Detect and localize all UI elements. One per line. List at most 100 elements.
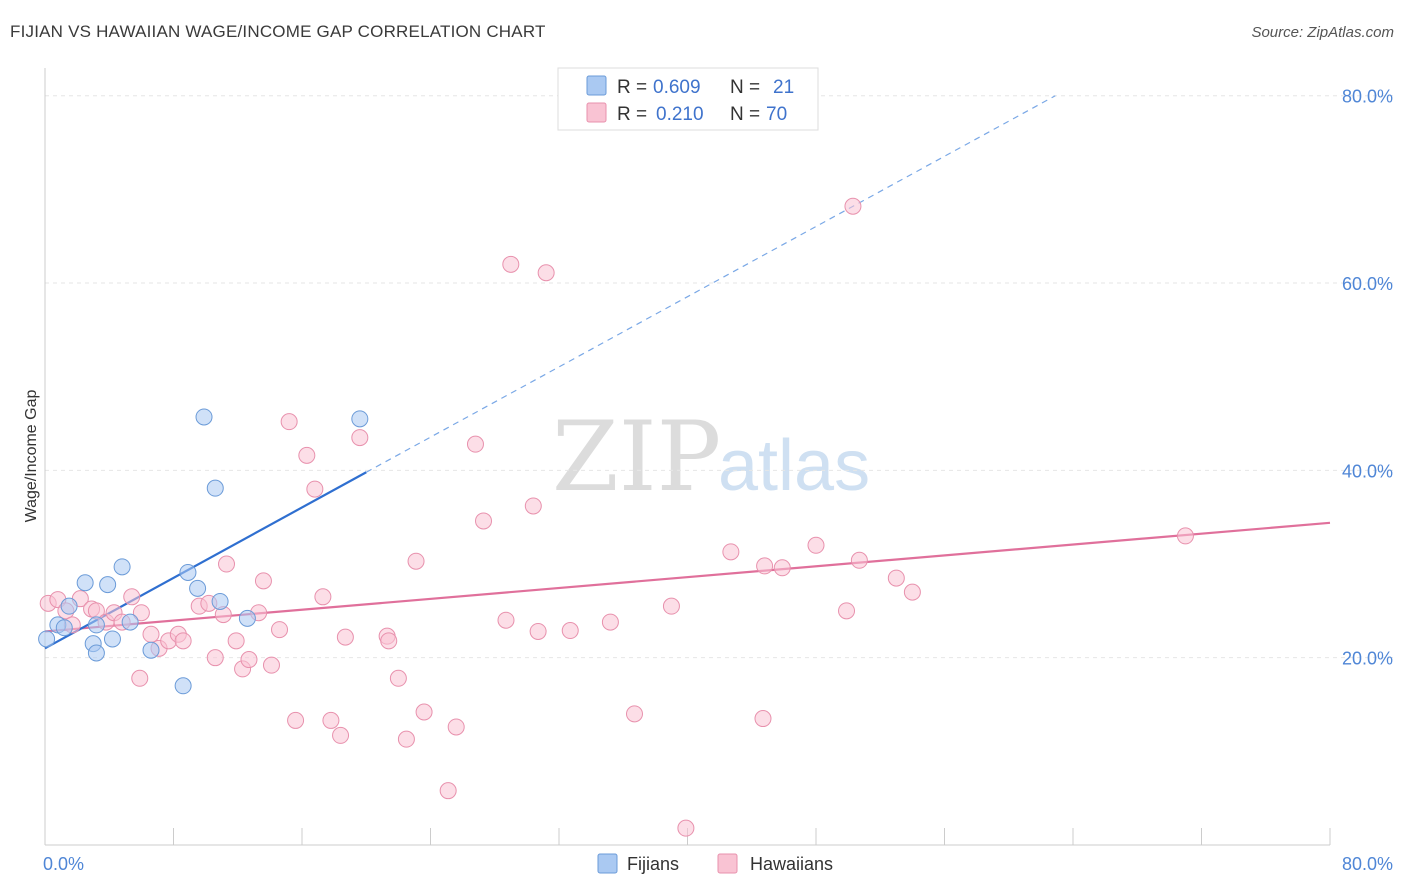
y-tick-label: 20.0% — [1342, 649, 1393, 669]
data-point-hawaiians — [887, 569, 905, 587]
legend-r-value: 0.210 — [656, 104, 704, 125]
y-axis-label: Wage/Income Gap — [23, 390, 40, 523]
data-point-fijians — [211, 592, 229, 610]
data-point-fijians — [206, 479, 224, 497]
legend-r-value: 0.609 — [653, 77, 701, 98]
data-point-hawaiians — [844, 197, 862, 215]
data-point-fijians — [189, 579, 207, 597]
watermark-atlas: atlas — [718, 426, 870, 506]
data-point-hawaiians — [254, 572, 272, 590]
data-point-hawaiians — [722, 543, 740, 561]
data-point-hawaiians — [561, 622, 579, 640]
legend-top: R = 0.609 N = 21 R = 0.210 N = 70 — [557, 67, 819, 131]
data-point-hawaiians — [271, 621, 289, 639]
data-point-fijians — [195, 408, 213, 426]
y-tick-label: 40.0% — [1342, 461, 1393, 481]
data-point-fijians — [76, 574, 94, 592]
legend-bottom-swatch-hawaiians — [717, 853, 738, 874]
data-point-fijians — [351, 410, 369, 428]
data-point-hawaiians — [132, 604, 150, 622]
data-point-hawaiians — [1176, 527, 1194, 545]
source-credit: Source: ZipAtlas.com — [1251, 24, 1394, 41]
data-point-hawaiians — [407, 552, 425, 570]
legend-swatch-hawaiians — [586, 102, 607, 123]
watermark-zip: ZIP — [552, 401, 721, 513]
data-point-hawaiians — [662, 597, 680, 615]
data-point-fijians — [99, 576, 117, 594]
data-point-hawaiians — [389, 669, 407, 687]
data-point-hawaiians — [142, 625, 160, 643]
axes: 20.0% 40.0% 60.0% 80.0% 0.0% 80.0% — [43, 68, 1393, 874]
data-point-fijians — [103, 630, 121, 648]
data-point-hawaiians — [298, 446, 316, 464]
watermark: ZIP atlas — [552, 401, 870, 513]
data-point-hawaiians — [415, 703, 433, 721]
data-points — [38, 197, 1194, 837]
data-point-hawaiians — [524, 497, 542, 515]
legend-bottom-label-fijians: Fijians — [627, 854, 679, 874]
data-point-hawaiians — [529, 622, 547, 640]
data-point-fijians — [38, 630, 56, 648]
data-point-hawaiians — [336, 628, 354, 646]
legend-bottom: Fijians Hawaiians — [597, 853, 833, 874]
data-point-hawaiians — [332, 726, 350, 744]
data-point-hawaiians — [497, 611, 515, 629]
data-point-fijians — [55, 619, 73, 637]
data-point-hawaiians — [280, 413, 298, 431]
legend-n-label: N = — [730, 104, 760, 125]
legend-swatch-fijians — [586, 75, 607, 96]
data-point-hawaiians — [475, 512, 493, 530]
data-point-fijians — [60, 597, 78, 615]
data-point-hawaiians — [807, 536, 825, 554]
legend-r-label: R = — [617, 77, 647, 98]
data-point-hawaiians — [466, 435, 484, 453]
data-point-hawaiians — [439, 782, 457, 800]
data-point-hawaiians — [314, 588, 332, 606]
data-point-hawaiians — [677, 819, 695, 837]
data-point-hawaiians — [625, 705, 643, 723]
data-point-hawaiians — [502, 255, 520, 273]
data-point-hawaiians — [262, 656, 280, 674]
data-point-hawaiians — [773, 559, 791, 577]
data-point-fijians — [113, 558, 131, 576]
data-point-hawaiians — [838, 602, 856, 620]
legend-n-value: 21 — [773, 77, 794, 98]
data-point-hawaiians — [850, 551, 868, 569]
data-point-hawaiians — [287, 711, 305, 729]
trend-line-fijians-extension — [365, 95, 1056, 473]
data-point-hawaiians — [397, 730, 415, 748]
legend-bottom-swatch-fijians — [597, 853, 618, 874]
data-point-hawaiians — [123, 588, 141, 606]
data-point-hawaiians — [306, 480, 324, 498]
data-point-fijians — [87, 644, 105, 662]
trend-lines — [44, 95, 1331, 650]
data-point-hawaiians — [240, 651, 258, 669]
data-point-fijians — [179, 563, 197, 581]
data-point-hawaiians — [174, 632, 192, 650]
data-point-hawaiians — [754, 710, 772, 728]
data-point-hawaiians — [601, 613, 619, 631]
legend-bottom-label-hawaiians: Hawaiians — [750, 854, 833, 874]
data-point-hawaiians — [322, 711, 340, 729]
data-point-fijians — [87, 616, 105, 634]
data-point-hawaiians — [131, 669, 149, 687]
data-point-hawaiians — [537, 264, 555, 282]
chart-title: FIJIAN VS HAWAIIAN WAGE/INCOME GAP CORRE… — [10, 22, 546, 41]
data-point-fijians — [174, 677, 192, 695]
data-point-hawaiians — [227, 632, 245, 650]
legend-n-value: 70 — [766, 104, 787, 125]
data-point-hawaiians — [380, 632, 398, 650]
x-tick-label: 80.0% — [1342, 854, 1393, 874]
data-point-hawaiians — [218, 555, 236, 573]
data-point-hawaiians — [903, 583, 921, 601]
data-point-hawaiians — [351, 429, 369, 447]
data-point-hawaiians — [447, 718, 465, 736]
legend-r-label: R = — [617, 104, 647, 125]
y-tick-label: 60.0% — [1342, 274, 1393, 294]
data-point-fijians — [142, 641, 160, 659]
data-point-fijians — [121, 613, 139, 631]
data-point-hawaiians — [756, 557, 774, 575]
trend-line-hawaiians — [44, 521, 1331, 633]
y-tick-label: 80.0% — [1342, 87, 1393, 107]
